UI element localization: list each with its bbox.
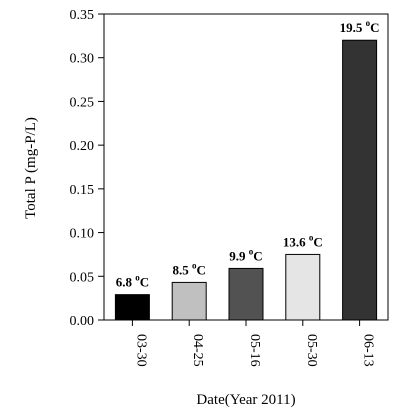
y-tick-label: 0.05 [70,270,95,285]
degree-symbol: o [309,232,314,242]
temperature-label: 9.9 oC [229,246,262,263]
x-axis: 03-30 04-25 05-16 05-30 06-13 [131,320,376,367]
temperature-label: 13.6 oC [283,232,323,249]
y-axis-label: Total P (mg-P/L) [23,117,39,219]
x-tick-label: 05-30 [304,334,319,367]
temperature-unit: C [313,234,322,249]
temperature-value: 8.5 [173,262,193,277]
y-tick-label: 0.30 [70,52,95,67]
temperature-label: 8.5 oC [173,260,206,277]
y-axis: 0.00 0.05 0.10 0.15 0.20 0.25 0.30 0.35 [70,8,104,329]
temperature-unit: C [370,20,379,35]
x-tick-label: 04-25 [190,334,205,367]
temperature-label: 19.5 oC [340,18,380,35]
x-tick-label: 03-30 [133,334,148,367]
temperature-value: 6.8 [116,275,136,290]
degree-symbol: o [249,246,254,256]
y-tick-label: 0.10 [70,227,95,242]
x-tick-label: 05-16 [247,334,262,367]
temperature-unit: C [253,248,262,263]
temperature-unit: C [197,262,206,277]
bar-05-30 [285,253,321,321]
degree-symbol: o [366,18,371,28]
x-axis-label: Date(Year 2011) [196,392,295,408]
temperature-value: 19.5 [340,20,366,35]
temperature-value: 13.6 [283,234,309,249]
bar-06-13 [342,39,378,321]
y-tick-label: 0.25 [70,95,95,110]
bar-03-30 [114,294,150,321]
y-tick-label: 0.20 [70,139,95,154]
y-tick-label: 0.35 [70,8,95,23]
bar-04-25 [171,281,207,321]
bars [114,39,378,321]
temperature-label: 6.8 oC [116,273,149,290]
x-tick-label: 06-13 [361,334,376,367]
bar-05-16 [228,267,264,321]
y-tick-label: 0.00 [70,314,95,329]
degree-symbol: o [135,273,140,283]
degree-symbol: o [192,260,197,270]
temperature-value: 9.9 [229,248,249,263]
y-tick-label: 0.15 [70,183,95,198]
temperature-unit: C [140,275,149,290]
